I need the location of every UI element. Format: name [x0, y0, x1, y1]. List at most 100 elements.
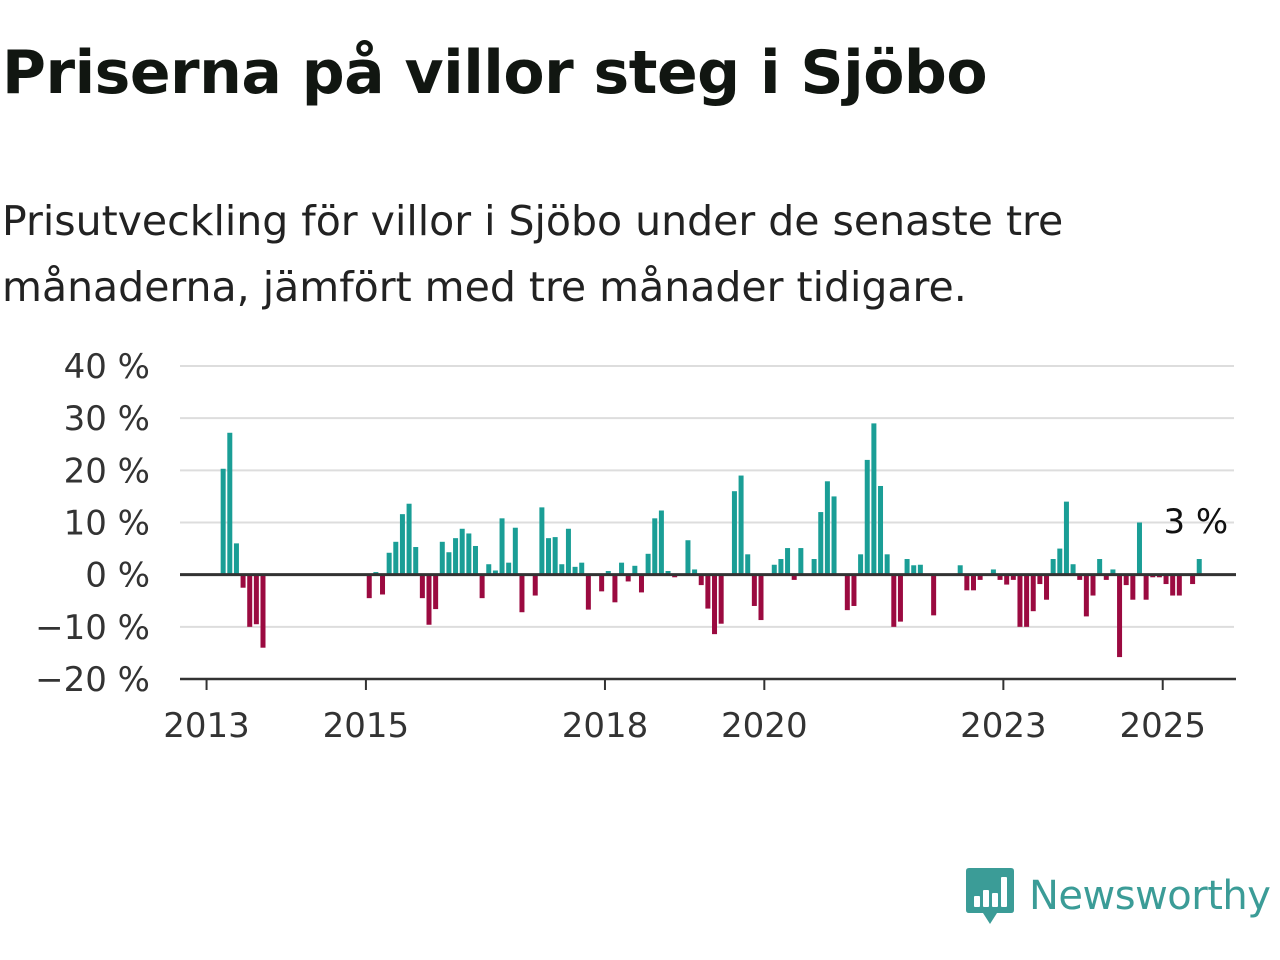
y-tick-label: 0 % [85, 556, 150, 596]
bar [685, 540, 691, 575]
bar [1057, 548, 1063, 575]
bar [240, 574, 246, 588]
bar [433, 574, 439, 610]
bar [844, 574, 850, 611]
bar [1143, 574, 1149, 600]
bar [1097, 559, 1103, 575]
bar [233, 543, 239, 575]
bar [612, 574, 618, 603]
bar [1163, 574, 1169, 585]
brand-name: Newsworthy [1029, 873, 1271, 919]
y-tick-label: 10 % [64, 504, 150, 544]
bar [1044, 574, 1050, 600]
bar [439, 541, 445, 575]
bar [512, 527, 518, 575]
bar [260, 574, 266, 648]
bar [1090, 574, 1096, 596]
bar [253, 574, 259, 625]
last-value-label: 3 % [1163, 502, 1228, 542]
bars [220, 423, 1202, 658]
y-tick-label: −10 % [35, 608, 150, 648]
bar [884, 554, 890, 575]
bar [599, 574, 605, 592]
bar [565, 528, 571, 575]
bar [227, 432, 233, 575]
bar [771, 564, 777, 575]
bar [731, 491, 737, 575]
bar [665, 571, 671, 575]
bar [479, 574, 485, 599]
x-tick-label: 2025 [1119, 706, 1206, 746]
bar [1196, 559, 1202, 575]
axes [180, 573, 1236, 690]
bar [931, 574, 937, 616]
bar [579, 562, 585, 575]
x-tick-label: 2023 [960, 706, 1047, 746]
bar [798, 548, 804, 575]
bar [1170, 574, 1176, 596]
bar [1077, 574, 1083, 580]
bar [1024, 574, 1030, 627]
bar [964, 574, 970, 591]
bar [917, 564, 923, 575]
newsworthy-logo-icon [966, 868, 1014, 924]
bar [585, 574, 591, 610]
bar [718, 574, 724, 624]
bar [692, 569, 698, 575]
bar [878, 485, 884, 575]
y-tick-label: 40 % [64, 347, 150, 387]
bar [1004, 574, 1010, 585]
bar [486, 564, 492, 575]
bar [446, 552, 452, 575]
bar [605, 571, 611, 575]
bar [492, 570, 498, 575]
bar [738, 475, 744, 575]
bar [499, 518, 505, 575]
bar [366, 574, 372, 599]
bar [380, 574, 386, 595]
bar [758, 574, 764, 621]
bar [1037, 574, 1043, 585]
bar [399, 514, 405, 575]
bar [705, 574, 711, 609]
bar [619, 562, 625, 575]
bar [572, 566, 578, 575]
bar [1123, 574, 1129, 586]
bar [1130, 574, 1136, 600]
bar [386, 552, 392, 575]
bar [997, 574, 1003, 580]
bar [413, 547, 419, 575]
bar [532, 574, 538, 596]
bar [990, 569, 996, 575]
bar [1190, 574, 1196, 585]
bar [393, 541, 399, 575]
y-tick-label: 30 % [64, 399, 150, 439]
bar [1030, 574, 1036, 612]
bar [970, 574, 976, 591]
bar [1050, 559, 1056, 575]
x-tick-label: 2015 [323, 706, 410, 746]
bar [426, 574, 432, 625]
chart-subtitle: Prisutveckling för villor i Sjöbo under … [2, 197, 1064, 311]
bar [466, 533, 472, 575]
bar [546, 538, 552, 575]
x-tick-label: 2013 [163, 706, 250, 746]
bar [552, 537, 558, 575]
bar [791, 574, 797, 580]
y-tick-label: −20 % [35, 660, 150, 700]
bar [831, 496, 837, 575]
bar [632, 565, 638, 575]
bar [658, 510, 664, 575]
bar [904, 559, 910, 575]
bar [220, 468, 226, 575]
bar [745, 554, 751, 575]
bar [1117, 574, 1123, 658]
bar [1103, 574, 1109, 580]
bar [897, 574, 903, 622]
bar [864, 459, 870, 575]
bar [652, 518, 658, 575]
bar [638, 574, 644, 593]
chart-title: Priserna på villor steg i Sjöbo [2, 38, 988, 108]
bar [406, 503, 412, 575]
